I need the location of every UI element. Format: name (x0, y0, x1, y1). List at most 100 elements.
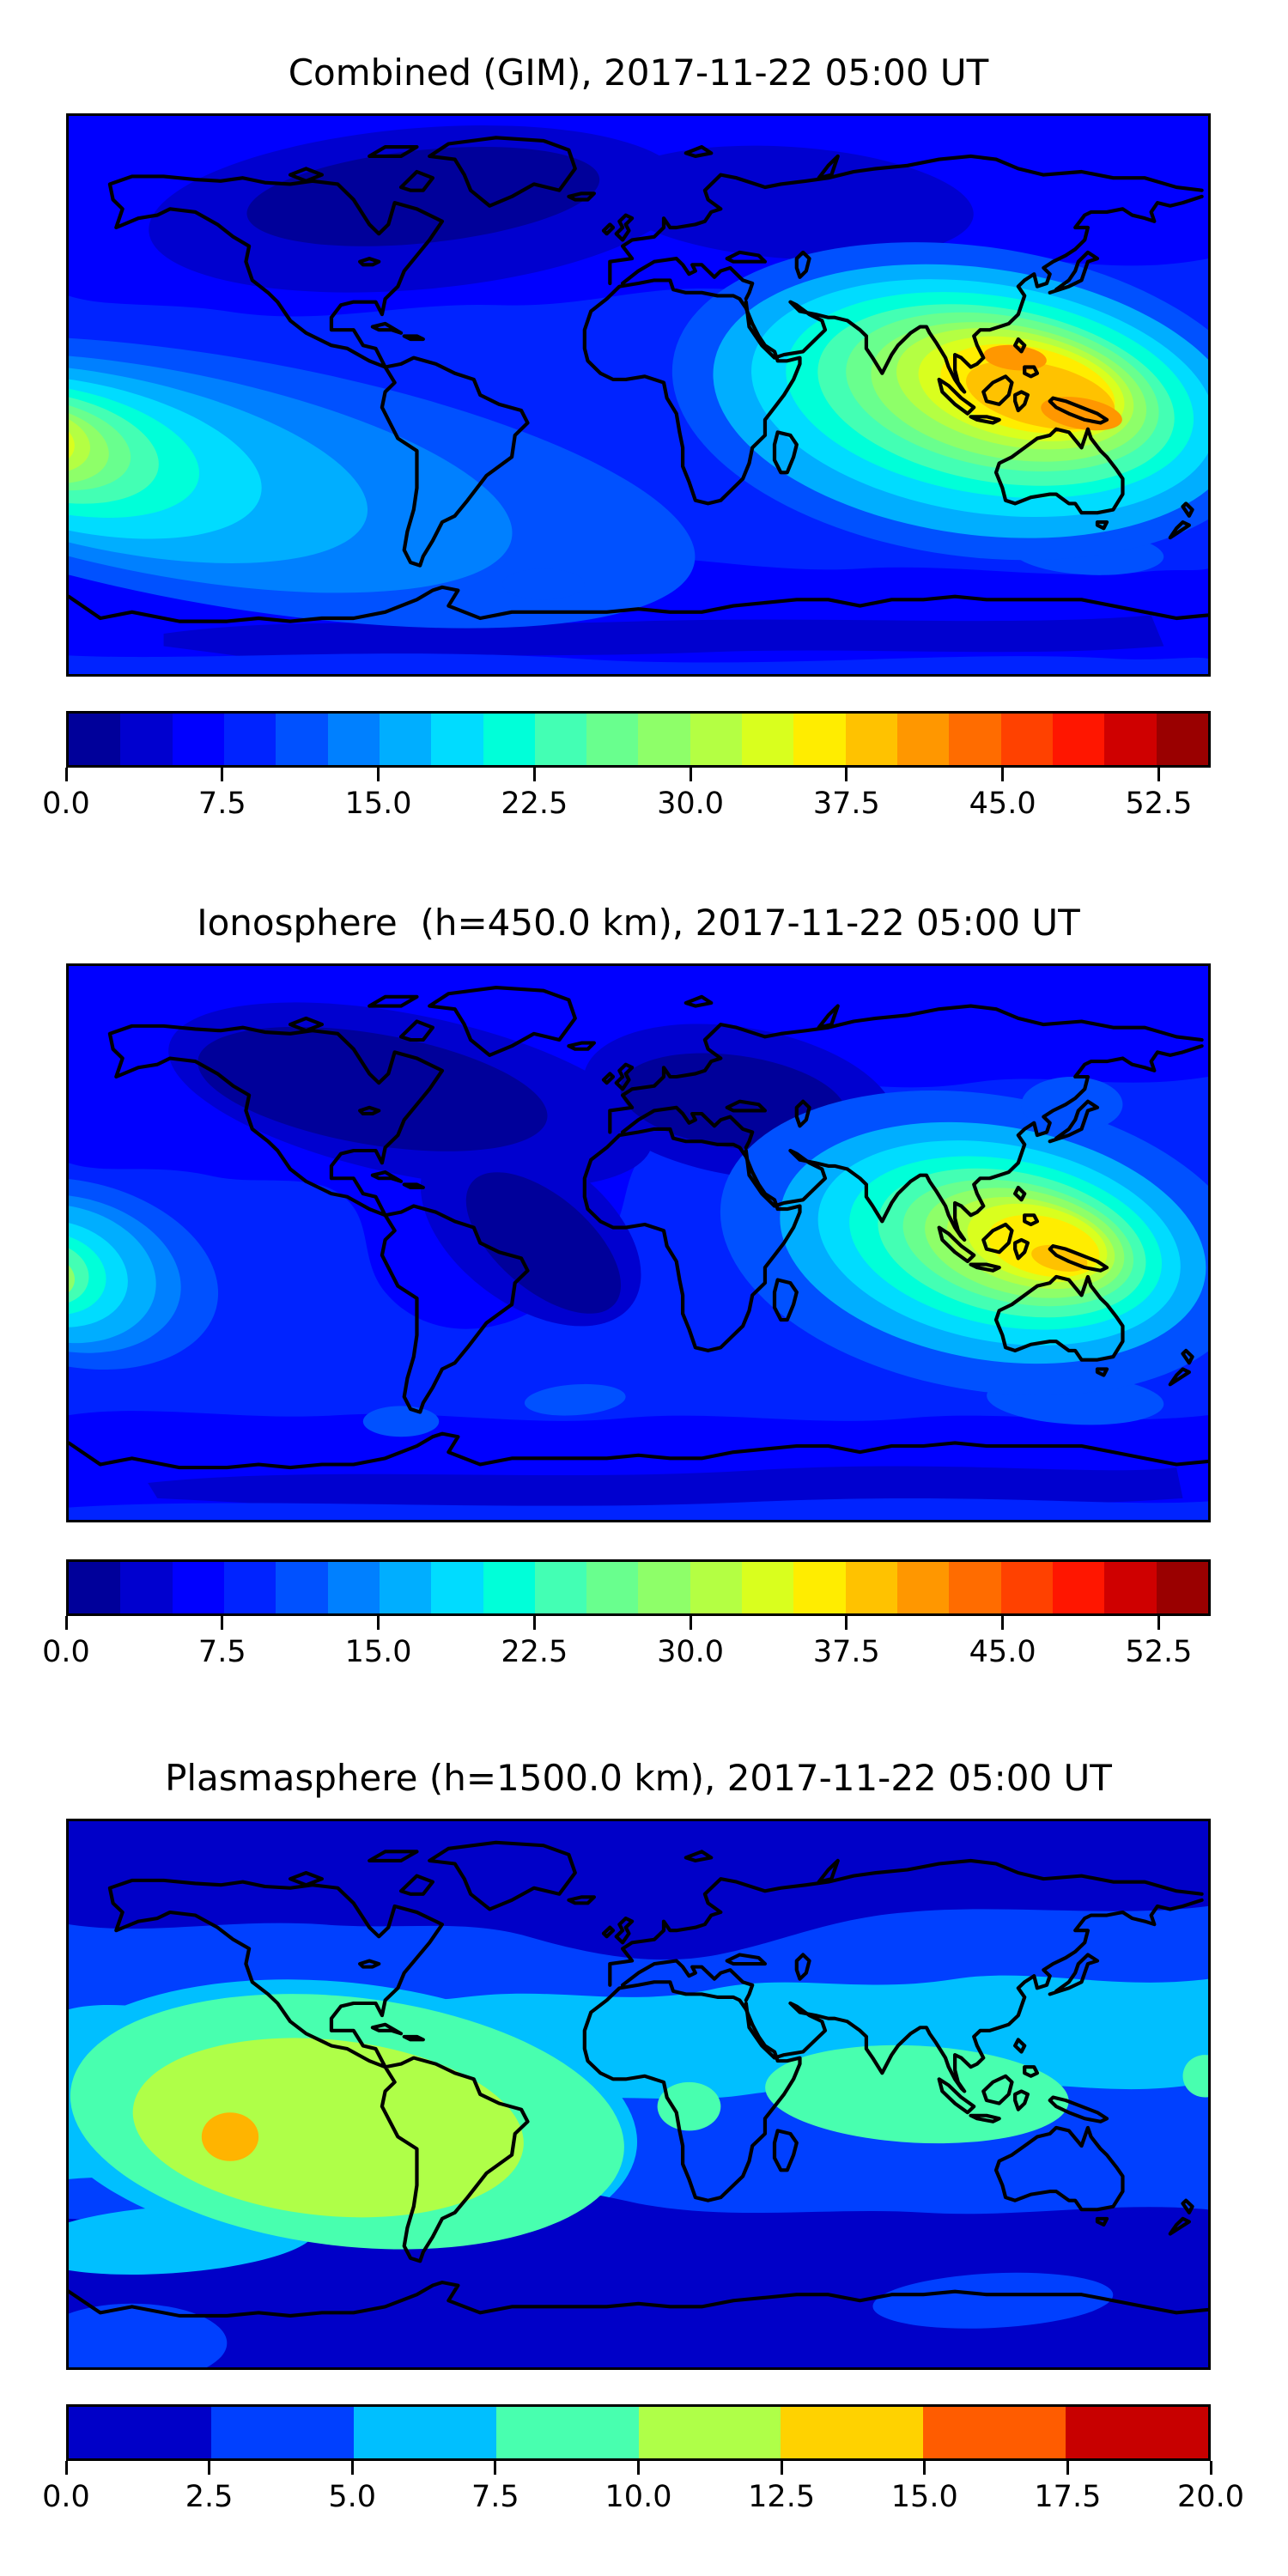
cbar-tick (1066, 2461, 1069, 2475)
cbar-tick-label: 22.5 (501, 1635, 568, 1669)
cbar-segment (638, 714, 690, 765)
cbar-segment (949, 1562, 1001, 1613)
cbar-tick-label: 0.0 (42, 787, 90, 821)
cbar-tick (221, 768, 224, 781)
cbar-segment (1156, 714, 1208, 765)
cbar-segment (586, 714, 639, 765)
cbar-tick (532, 1616, 536, 1630)
cbar-tick-label: 22.5 (501, 787, 568, 821)
panel1-title: Combined (GIM), 2017-11-22 05:00 UT (288, 52, 989, 94)
cbar-tick-label: 30.0 (657, 1635, 725, 1669)
cbar-tick (689, 768, 692, 781)
cbar-tick (350, 2461, 354, 2475)
cbar-tick-label: 20.0 (1177, 2480, 1244, 2514)
world-map-svg-plasmasphere (69, 1821, 1208, 2367)
cbar-segment (1104, 714, 1157, 765)
cbar-segment (742, 1562, 794, 1613)
cbar-tick-label: 7.5 (197, 1635, 246, 1669)
world-map-svg-ionosphere (69, 966, 1208, 1520)
cbar-tick (780, 2461, 783, 2475)
cbar-tick-label: 17.5 (1034, 2480, 1102, 2514)
cbar-segment (431, 714, 483, 765)
cbar-segment (210, 2407, 354, 2458)
panel3-title: Plasmasphere (h=1500.0 km), 2017-11-22 0… (165, 1757, 1112, 1799)
cbar-segment (353, 2407, 496, 2458)
contour-bands (69, 116, 1208, 674)
cbar-tick (923, 2461, 927, 2475)
cbar-tick (208, 2461, 211, 2475)
cbar-tick-label: 12.5 (748, 2480, 816, 2514)
cbar-segment (586, 1562, 639, 1613)
cbar-segment (495, 2407, 639, 2458)
cbar-tick-label: 0.0 (42, 1635, 90, 1669)
cbar-segment (1156, 1562, 1208, 1613)
colorbar-plasmasphere-labels: 0.0 2.5 5.0 7.5 10.0 12.5 15.0 17.5 20.0 (42, 2478, 1244, 2518)
cbar-segment (483, 1562, 535, 1613)
contour-bands (69, 1821, 1208, 2367)
cbar-segment (172, 1562, 224, 1613)
cbar-segment (1104, 1562, 1157, 1613)
cbar-segment (534, 1562, 587, 1613)
cbar-segment (327, 1562, 380, 1613)
cbar-segment (379, 714, 432, 765)
cbar-tick (1209, 2461, 1212, 2475)
cbar-tick (64, 1616, 68, 1630)
cbar-segment (923, 2407, 1066, 2458)
colorbar-plasmasphere-ticks (64, 2461, 1212, 2475)
cbar-tick-label: 15.0 (344, 1635, 412, 1669)
colorbar-ionosphere-labels: 0.0 7.5 15.0 22.5 30.0 37.5 45.0 52.5 (42, 1633, 1211, 1673)
cbar-segment (1052, 1562, 1105, 1613)
colorbar-ionosphere-ticks (64, 1616, 1211, 1630)
cbar-segment (781, 2407, 924, 2458)
cbar-segment (69, 714, 121, 765)
cbar-tick (532, 768, 536, 781)
cbar-segment (897, 714, 950, 765)
cbar-segment (845, 714, 897, 765)
cbar-tick (221, 1616, 224, 1630)
cbar-tick (845, 768, 848, 781)
contour-bands (69, 966, 1208, 1520)
cbar-tick-label: 15.0 (890, 2480, 958, 2514)
cbar-tick-label: 37.5 (812, 1635, 880, 1669)
cbar-tick-label: 15.0 (344, 787, 412, 821)
world-map-svg-combined (69, 116, 1208, 674)
cbar-segment (327, 714, 380, 765)
cbar-tick-label: 30.0 (657, 787, 725, 821)
cbar-tick (689, 1616, 692, 1630)
cbar-tick-label: 45.0 (969, 1635, 1036, 1669)
colorbar-combined-labels: 0.0 7.5 15.0 22.5 30.0 37.5 45.0 52.5 (42, 785, 1211, 824)
cbar-segment (690, 1562, 743, 1613)
cbar-tick-label: 10.0 (605, 2480, 672, 2514)
cbar-tick (64, 768, 68, 781)
cbar-segment (483, 714, 535, 765)
cbar-tick (845, 1616, 848, 1630)
colorbar-ionosphere (66, 1559, 1211, 1616)
cbar-segment (223, 1562, 276, 1613)
cbar-segment (534, 714, 587, 765)
cbar-segment (1000, 1562, 1053, 1613)
cbar-tick (1001, 768, 1005, 781)
cbar-segment (1000, 714, 1053, 765)
cbar-segment (379, 1562, 432, 1613)
cbar-tick (377, 1616, 380, 1630)
cbar-tick-label: 45.0 (969, 787, 1036, 821)
cbar-tick-label: 52.5 (1125, 787, 1193, 821)
cbar-segment (949, 714, 1001, 765)
cbar-tick (377, 768, 380, 781)
cbar-tick-label: 2.5 (185, 2480, 234, 2514)
cbar-tick-label: 7.5 (471, 2480, 519, 2514)
cbar-segment (638, 1562, 690, 1613)
cbar-segment (120, 1562, 173, 1613)
cbar-segment (1066, 2407, 1208, 2458)
cbar-tick (494, 2461, 497, 2475)
cbar-segment (793, 714, 846, 765)
cbar-segment (69, 2407, 211, 2458)
cbar-tick (1157, 768, 1160, 781)
cbar-segment (742, 714, 794, 765)
cbar-tick-label: 7.5 (197, 787, 246, 821)
cbar-segment (69, 1562, 121, 1613)
cbar-tick-label: 37.5 (812, 787, 880, 821)
cbar-tick-label: 5.0 (328, 2480, 377, 2514)
cbar-tick-label: 52.5 (1125, 1635, 1193, 1669)
